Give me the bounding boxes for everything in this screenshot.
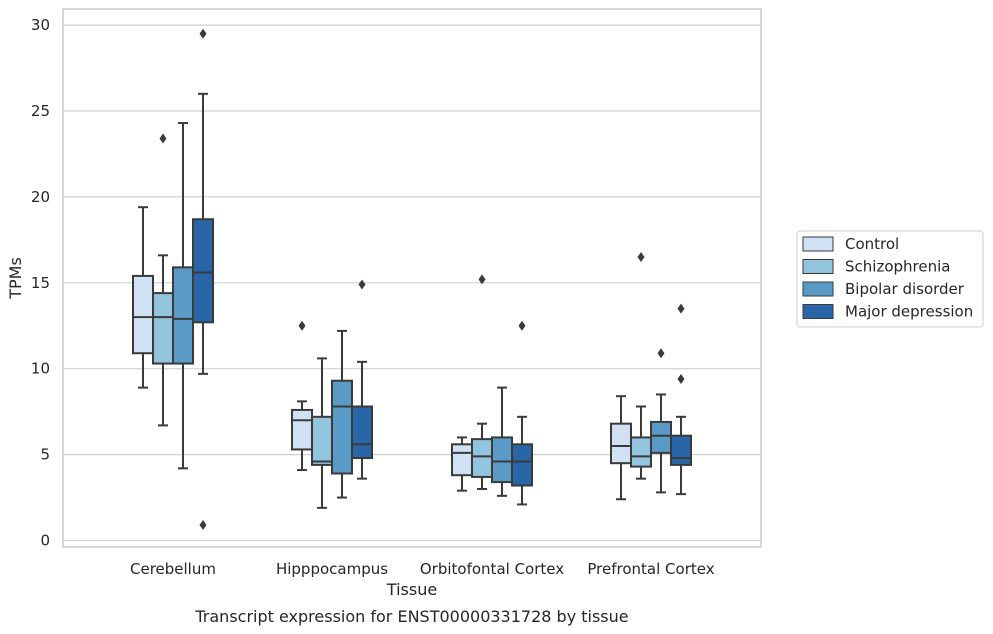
box-schizophrenia-2: [471, 274, 493, 490]
y-tick-label: 15: [31, 274, 50, 292]
chart-title: Transcript expression for ENST0000033172…: [194, 607, 628, 626]
outlier-point: [478, 274, 486, 285]
box-body: [451, 443, 473, 477]
y-tick-labels: 0 5 10 15 20 25 30: [31, 16, 50, 549]
plot-frame: [62, 8, 762, 548]
box-bipolar-disorder-2: [491, 386, 513, 497]
box-major-depression-0: [192, 28, 214, 531]
box-body: [650, 420, 672, 454]
box-body: [471, 438, 493, 478]
box-body: [172, 266, 194, 365]
box-major-depression-2: [511, 320, 533, 506]
outlier-point: [657, 348, 665, 359]
box-major-depression-1: [351, 279, 373, 480]
legend-swatch: [802, 281, 834, 297]
box-groups: [132, 28, 692, 531]
box-body: [351, 405, 373, 460]
y-tick-label: 20: [31, 188, 50, 206]
box-bipolar-disorder-3: [650, 348, 672, 494]
x-tick-label: Hipppocampus: [276, 560, 388, 578]
box-body: [132, 274, 154, 355]
box-body: [670, 434, 692, 466]
legend-label: Control: [845, 235, 899, 253]
y-tick-label: 5: [40, 446, 50, 464]
x-tick-label: Orbitofontal Cortex: [420, 560, 564, 578]
box-body: [491, 436, 513, 484]
outlier-point: [677, 303, 685, 314]
y-tick-label: 25: [31, 102, 50, 120]
x-tick-label: Prefrontal Cortex: [587, 560, 714, 578]
box-body: [630, 436, 652, 468]
box-bipolar-disorder-0: [172, 122, 194, 470]
box-body: [610, 422, 632, 465]
legend: Control Schizophrenia Bipolar disorder Majo…: [796, 230, 984, 328]
legend-swatch: [802, 259, 834, 274]
box-control-2: [451, 436, 473, 492]
plot-area: [63, 9, 761, 547]
legend-swatch: [802, 304, 834, 319]
legend-frame: [796, 230, 984, 328]
outlier-point: [199, 520, 207, 531]
box-body: [311, 415, 333, 466]
outlier-point: [298, 320, 306, 331]
box-schizophrenia-3: [630, 252, 652, 480]
box-body: [152, 292, 174, 365]
box-body: [291, 408, 313, 451]
outlier-point: [358, 279, 366, 290]
box-control-1: [291, 320, 313, 472]
outlier-point: [637, 252, 645, 263]
y-axis-label: TPMs: [6, 257, 25, 300]
box-body: [511, 443, 533, 487]
legend-label: Major depression: [845, 303, 973, 321]
legend-label: Bipolar disorder: [845, 280, 965, 298]
x-tick-label: Cerebellum: [130, 560, 216, 578]
legend-label: Schizophrenia: [845, 258, 950, 276]
box-body: [192, 218, 214, 324]
legend-swatch: [802, 236, 834, 252]
outlier-point: [677, 374, 685, 385]
outlier-point: [199, 28, 207, 39]
x-tick-labels: Cerebellum Hipppocampus Orbitofontal Corte…: [130, 560, 715, 578]
y-tick-label: 30: [31, 16, 50, 34]
x-axis-label: Tissue: [386, 580, 437, 599]
y-tick-label: 0: [40, 532, 50, 550]
box-body: [331, 379, 353, 475]
y-tick-label: 10: [31, 360, 50, 378]
box-major-depression-3: [670, 303, 692, 496]
outlier-point: [159, 133, 167, 144]
outlier-point: [518, 320, 526, 331]
